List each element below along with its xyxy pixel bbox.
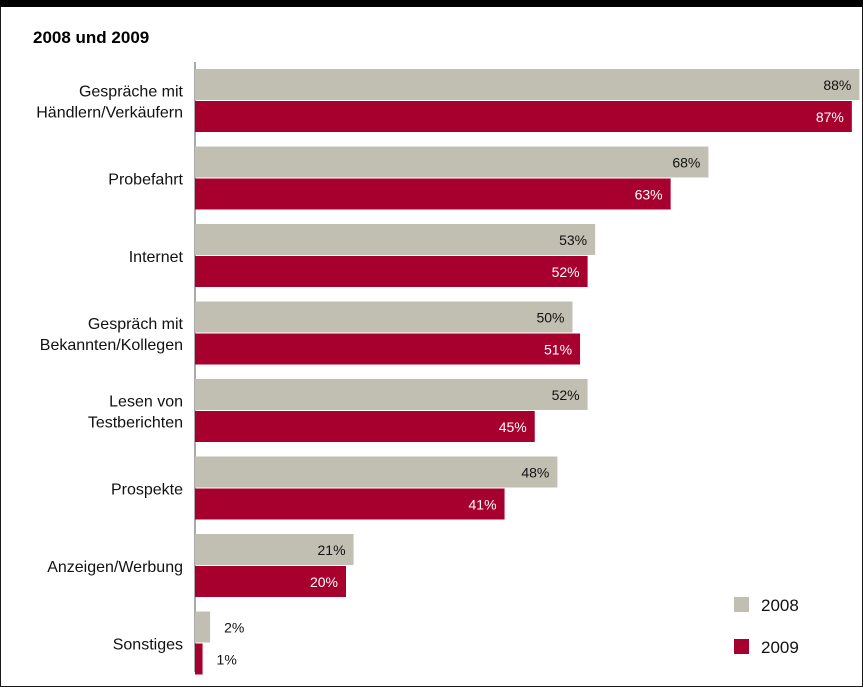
category-label: Lesen von Testberichten <box>88 394 183 432</box>
category-label: Prospekte <box>111 482 183 499</box>
value-label: 1% <box>217 652 237 668</box>
value-label: 52% <box>552 264 580 280</box>
value-label: 53% <box>559 232 587 248</box>
category-label: Gespräch mit Bekannten/Kollegen <box>40 316 184 354</box>
category-label-line: Händlern/Verkäufern <box>36 105 183 122</box>
bar-2009 <box>195 178 671 210</box>
value-label: 68% <box>672 155 700 171</box>
category-label: Sonstiges <box>113 637 183 654</box>
value-label: 48% <box>521 465 549 481</box>
value-label: 45% <box>499 419 527 435</box>
bar-2008 <box>195 146 709 178</box>
value-label: 50% <box>536 310 564 326</box>
legend-swatch-2008 <box>734 597 749 612</box>
category-label-line: Internet <box>129 249 184 266</box>
category-label-line: Bekannten/Kollegen <box>40 337 183 354</box>
legend-label: 2008 <box>761 596 799 615</box>
bar-2008 <box>195 611 211 643</box>
category-label: Gespräche mit Händlern/Verkäufern <box>36 84 183 122</box>
bar-2009 <box>195 333 581 365</box>
value-label: 21% <box>318 542 346 558</box>
category-label: Internet <box>129 249 184 266</box>
value-label: 41% <box>469 497 497 513</box>
category-label: Anzeigen/Werbung <box>47 559 183 576</box>
value-label: 52% <box>552 387 580 403</box>
bar-2008 <box>195 224 596 255</box>
category-label-line: Probefahrt <box>108 172 183 189</box>
value-label: 87% <box>816 109 844 125</box>
bar-2008 <box>195 456 558 488</box>
legend-label: 2009 <box>761 638 799 657</box>
bar-2008 <box>195 379 588 410</box>
top-bar <box>0 0 863 7</box>
category-label-line: Gespräch mit <box>88 316 184 333</box>
bar-2008 <box>195 69 860 100</box>
bar-2009 <box>195 256 588 287</box>
value-label: 2% <box>224 620 244 636</box>
category-label-line: Gespräche mit <box>79 84 184 101</box>
bar-2008 <box>195 301 573 333</box>
value-label: 63% <box>635 187 663 203</box>
value-label: 51% <box>544 342 572 358</box>
value-label: 20% <box>310 574 338 590</box>
bar-2009 <box>195 643 203 675</box>
category-label-line: Anzeigen/Werbung <box>47 559 183 576</box>
bar-2009 <box>195 101 852 132</box>
bar-2009 <box>195 566 346 597</box>
category-label-line: Testberichten <box>88 415 183 432</box>
bar-2009 <box>195 488 505 520</box>
bar-2008 <box>195 534 354 565</box>
value-label: 88% <box>823 77 851 93</box>
legend-swatch-2009 <box>734 639 749 654</box>
category-label: Probefahrt <box>108 172 183 189</box>
category-label-line: Lesen von <box>109 394 183 411</box>
category-label-line: Prospekte <box>111 482 183 499</box>
bar-2009 <box>195 411 535 442</box>
chart-title: 2008 und 2009 <box>33 28 150 47</box>
category-label-line: Sonstiges <box>113 637 183 654</box>
